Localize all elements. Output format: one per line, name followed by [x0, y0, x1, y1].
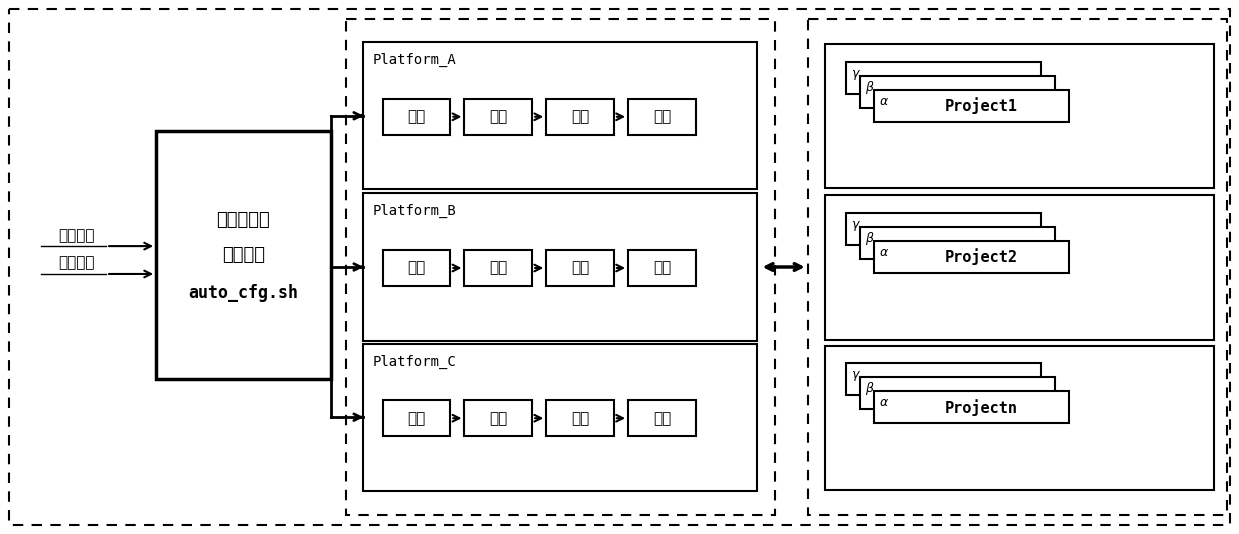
Text: Platform_A: Platform_A [373, 53, 456, 67]
Bar [860, 227, 1056, 259]
Bar [824, 345, 1214, 490]
Bar [860, 378, 1056, 409]
Text: α: α [880, 246, 887, 259]
Bar [465, 400, 533, 436]
Text: 综合: 综合 [489, 261, 508, 276]
Text: 测试: 测试 [653, 261, 672, 276]
Text: Project1: Project1 [945, 97, 1018, 114]
Bar [628, 400, 696, 436]
Text: Project2: Project2 [945, 249, 1018, 265]
Text: 项目代号: 项目代号 [58, 227, 94, 242]
Text: β: β [866, 232, 873, 245]
Bar [363, 193, 757, 341]
Bar [383, 400, 451, 436]
Text: Platform_B: Platform_B [373, 204, 456, 218]
Bar [860, 76, 1056, 108]
Bar [824, 44, 1214, 189]
Text: α: α [880, 95, 887, 108]
Text: 仿真: 仿真 [408, 411, 425, 426]
Text: β: β [866, 81, 873, 94]
Bar [875, 241, 1069, 273]
Text: Projectn: Projectn [945, 399, 1018, 415]
Bar [846, 62, 1041, 94]
Text: 仿真: 仿真 [408, 109, 425, 124]
Text: γ: γ [851, 368, 859, 381]
Text: α: α [880, 396, 887, 410]
Bar [383, 99, 451, 135]
Bar [465, 250, 533, 286]
Bar [546, 250, 615, 286]
Bar [628, 250, 696, 286]
Bar [383, 250, 451, 286]
Bar [875, 90, 1069, 122]
Bar [846, 364, 1041, 395]
Text: 实现: 实现 [571, 411, 590, 426]
Bar [346, 19, 774, 515]
Text: Platform_C: Platform_C [373, 355, 456, 368]
Bar [628, 99, 696, 135]
Text: auto_cfg.sh: auto_cfg.sh [188, 284, 299, 302]
Bar [824, 195, 1214, 340]
Text: 综合: 综合 [489, 411, 508, 426]
Bar [846, 213, 1041, 245]
Bar [363, 343, 757, 491]
Bar [156, 131, 331, 380]
Text: γ: γ [851, 218, 859, 231]
Text: 平台代号: 平台代号 [58, 256, 94, 271]
Bar [546, 400, 615, 436]
Text: 综合: 综合 [489, 109, 508, 124]
Text: 仿真: 仿真 [408, 261, 425, 276]
Text: 平台自适应: 平台自适应 [217, 211, 270, 229]
Bar [363, 42, 757, 190]
Bar [465, 99, 533, 135]
Text: 测试: 测试 [653, 109, 672, 124]
Text: 测试: 测试 [653, 411, 672, 426]
Text: β: β [866, 382, 873, 395]
Text: 实现: 实现 [571, 109, 590, 124]
Text: γ: γ [851, 67, 859, 80]
Bar [875, 391, 1069, 423]
Text: 配置脚本: 配置脚本 [222, 246, 265, 264]
Bar [546, 99, 615, 135]
Bar [808, 19, 1227, 515]
Text: 实现: 实现 [571, 261, 590, 276]
